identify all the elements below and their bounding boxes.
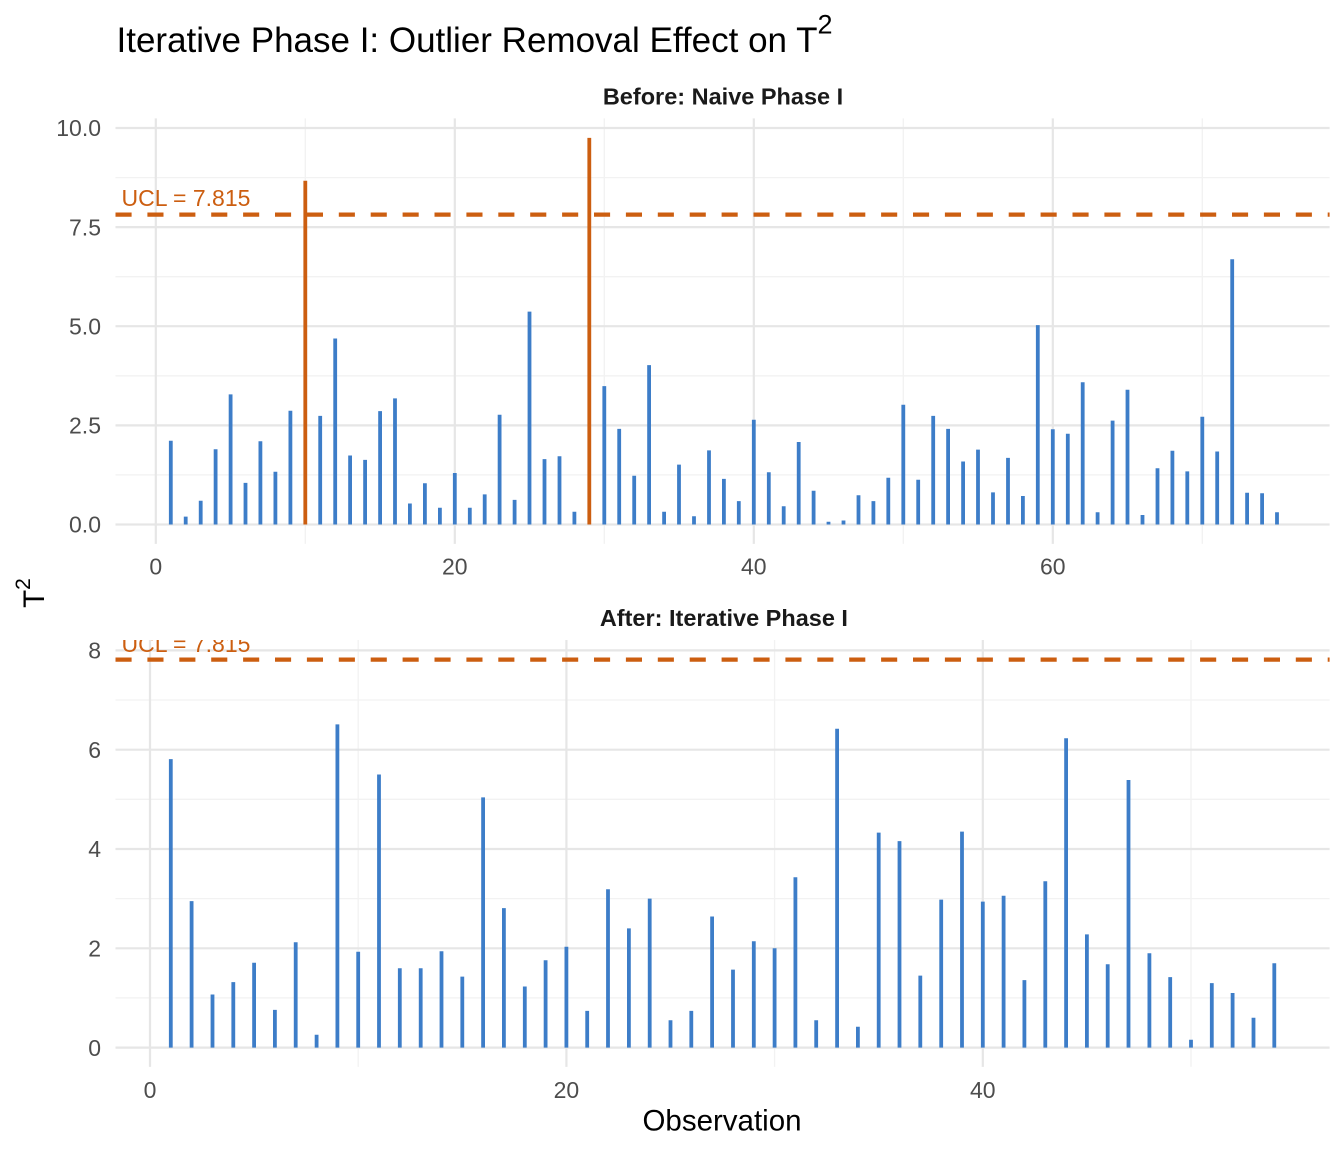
svg-text:5.0: 5.0 <box>69 313 101 339</box>
svg-text:10.0: 10.0 <box>56 115 101 141</box>
svg-text:40: 40 <box>741 553 767 579</box>
svg-text:UCL = 7.815: UCL = 7.815 <box>122 631 251 657</box>
svg-text:4: 4 <box>88 836 101 862</box>
svg-text:0: 0 <box>144 1077 157 1103</box>
svg-text:Observation: Observation <box>642 1105 801 1138</box>
svg-text:0.0: 0.0 <box>69 512 101 538</box>
svg-text:40: 40 <box>970 1077 996 1103</box>
svg-text:After: Iterative Phase I: After: Iterative Phase I <box>600 605 848 631</box>
svg-text:2: 2 <box>88 936 101 962</box>
svg-text:8: 8 <box>88 638 101 664</box>
svg-text:7.5: 7.5 <box>69 214 101 240</box>
svg-text:60: 60 <box>1040 553 1066 579</box>
svg-text:20: 20 <box>554 1077 580 1103</box>
svg-text:2.5: 2.5 <box>69 413 101 439</box>
svg-text:0: 0 <box>88 1035 101 1061</box>
svg-text:20: 20 <box>442 553 468 579</box>
svg-text:6: 6 <box>88 737 101 763</box>
svg-text:UCL = 7.815: UCL = 7.815 <box>122 185 251 211</box>
svg-text:Before: Naive Phase I: Before: Naive Phase I <box>603 83 843 109</box>
svg-text:0: 0 <box>149 553 162 579</box>
